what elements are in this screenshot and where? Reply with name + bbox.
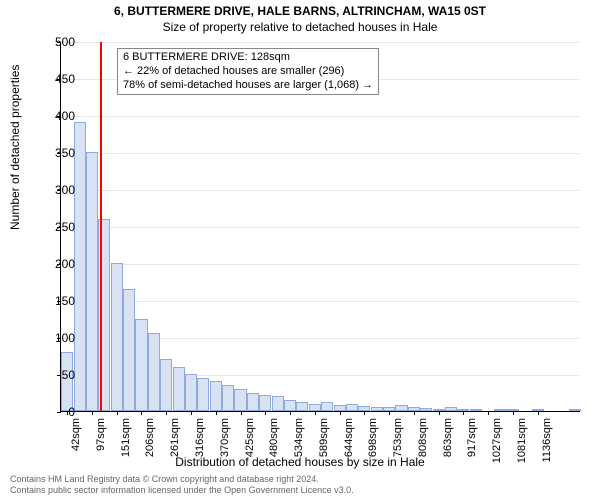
histogram-bar — [309, 404, 321, 411]
xtick-mark — [463, 411, 464, 415]
gridline — [61, 153, 580, 154]
xtick-mark — [216, 411, 217, 415]
xtick-label: 425sqm — [244, 418, 256, 457]
histogram-bar — [494, 409, 506, 411]
histogram-bar — [445, 407, 457, 411]
gridline — [61, 227, 580, 228]
chart-title: 6, BUTTERMERE DRIVE, HALE BARNS, ALTRINC… — [0, 4, 600, 18]
footer-line-1: Contains HM Land Registry data © Crown c… — [10, 474, 354, 485]
histogram-bar — [86, 152, 98, 411]
plot-area: 6 BUTTERMERE DRIVE: 128sqm ← 22% of deta… — [60, 42, 580, 412]
histogram-bar — [111, 263, 123, 411]
xtick-label: 480sqm — [268, 418, 280, 457]
xtick-mark — [364, 411, 365, 415]
xtick-mark — [340, 411, 341, 415]
histogram-bar — [371, 407, 383, 411]
histogram-bar — [123, 289, 135, 411]
xtick-label: 589sqm — [318, 418, 330, 457]
histogram-bar — [74, 122, 86, 411]
annotation-box: 6 BUTTERMERE DRIVE: 128sqm ← 22% of deta… — [117, 48, 379, 95]
xtick-mark — [92, 411, 93, 415]
histogram-bar — [346, 404, 358, 411]
histogram-bar — [395, 405, 407, 411]
y-axis-label: Number of detached properties — [8, 65, 22, 230]
xtick-mark — [389, 411, 390, 415]
xtick-label: 42sqm — [70, 418, 82, 451]
histogram-bar — [321, 402, 333, 411]
histogram-bar — [470, 409, 482, 411]
xtick-label: 534sqm — [293, 418, 305, 457]
annotation-line-3: 78% of semi-detached houses are larger (… — [123, 79, 373, 93]
xtick-mark — [538, 411, 539, 415]
ytick-label: 150 — [45, 294, 75, 308]
footer-line-2: Contains public sector information licen… — [10, 485, 354, 496]
ytick-label: 500 — [45, 35, 75, 49]
ytick-label: 200 — [45, 257, 75, 271]
histogram-bar — [185, 374, 197, 411]
ytick-label: 100 — [45, 331, 75, 345]
histogram-bar — [210, 381, 222, 411]
ytick-label: 450 — [45, 72, 75, 86]
xtick-label: 863sqm — [442, 418, 454, 457]
xtick-label: 97sqm — [95, 418, 107, 451]
marker-line — [100, 42, 102, 411]
xtick-mark — [414, 411, 415, 415]
xtick-mark — [117, 411, 118, 415]
gridline — [61, 264, 580, 265]
xtick-label: 698sqm — [367, 418, 379, 457]
xtick-label: 316sqm — [194, 418, 206, 457]
xtick-mark — [513, 411, 514, 415]
histogram-bar — [296, 402, 308, 411]
histogram-bar — [135, 319, 147, 412]
ytick-label: 0 — [45, 405, 75, 419]
xtick-label: 644sqm — [343, 418, 355, 457]
annotation-line-1: 6 BUTTERMERE DRIVE: 128sqm — [123, 51, 373, 65]
xtick-mark — [241, 411, 242, 415]
gridline — [61, 42, 580, 43]
annotation-line-2: ← 22% of detached houses are smaller (29… — [123, 65, 373, 79]
xtick-label: 261sqm — [169, 418, 181, 457]
histogram-bar — [259, 395, 271, 411]
gridline — [61, 116, 580, 117]
xtick-mark — [290, 411, 291, 415]
gridline — [61, 190, 580, 191]
histogram-bar — [160, 359, 172, 411]
histogram-bar — [272, 396, 284, 411]
xtick-mark — [488, 411, 489, 415]
xtick-label: 370sqm — [219, 418, 231, 457]
histogram-bar — [173, 367, 185, 411]
xtick-label: 1081sqm — [516, 418, 528, 463]
histogram-bar — [148, 333, 160, 411]
xtick-label: 151sqm — [120, 418, 132, 457]
chart-subtitle: Size of property relative to detached ho… — [0, 20, 600, 34]
xtick-label: 1136sqm — [541, 418, 553, 462]
gridline — [61, 301, 580, 302]
histogram-bar — [569, 409, 581, 411]
xtick-mark — [166, 411, 167, 415]
histogram-bar — [247, 393, 259, 412]
histogram-bar — [197, 378, 209, 411]
xtick-mark — [439, 411, 440, 415]
histogram-bar — [234, 389, 246, 411]
xtick-mark — [315, 411, 316, 415]
xtick-label: 753sqm — [392, 418, 404, 457]
xtick-label: 808sqm — [417, 418, 429, 457]
xtick-label: 917sqm — [466, 418, 478, 457]
xtick-label: 206sqm — [144, 418, 156, 457]
xtick-mark — [191, 411, 192, 415]
ytick-label: 300 — [45, 183, 75, 197]
ytick-label: 350 — [45, 146, 75, 160]
xtick-label: 1027sqm — [491, 418, 503, 463]
histogram-bar — [284, 400, 296, 411]
histogram-bar — [222, 385, 234, 411]
xtick-mark — [265, 411, 266, 415]
ytick-label: 50 — [45, 368, 75, 382]
ytick-label: 400 — [45, 109, 75, 123]
footer-attribution: Contains HM Land Registry data © Crown c… — [10, 474, 354, 496]
histogram-bar — [420, 408, 432, 411]
xtick-mark — [141, 411, 142, 415]
ytick-label: 250 — [45, 220, 75, 234]
